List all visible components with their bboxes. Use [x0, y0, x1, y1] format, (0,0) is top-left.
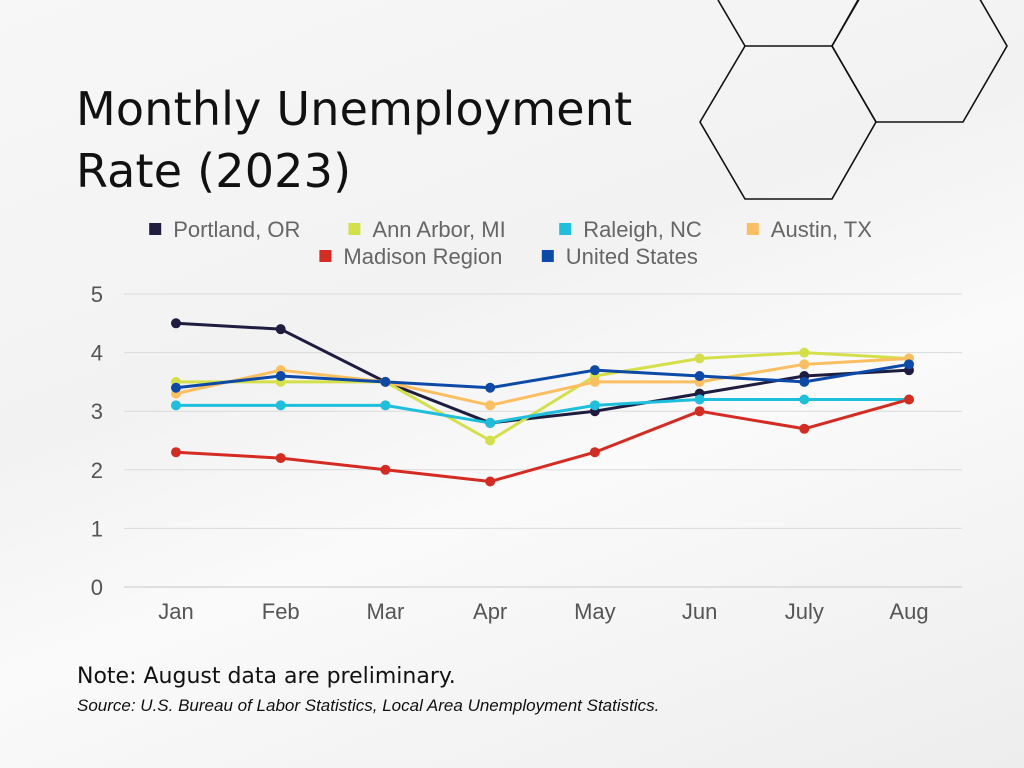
legend-swatch [149, 223, 162, 235]
y-tick-label: 1 [91, 516, 103, 541]
series-line [175, 356, 910, 407]
data-point [799, 359, 810, 370]
y-tick-label: 2 [91, 458, 103, 483]
legend-swatch [348, 223, 361, 235]
x-tick-label: Jun [682, 599, 717, 624]
data-point [275, 400, 286, 411]
data-point [799, 423, 810, 434]
legend-label: Ann Arbor, MI [372, 217, 505, 242]
y-axis: 0 1 2 3 4 5 [91, 282, 103, 600]
data-point [380, 400, 391, 411]
data-point [904, 359, 914, 370]
data-point [485, 435, 496, 446]
legend-swatch [746, 223, 759, 235]
x-tick-label: May [574, 599, 616, 624]
data-point [904, 394, 914, 405]
x-tick-label: Feb [262, 599, 300, 624]
x-tick-label: Jan [158, 599, 193, 624]
data-point [694, 353, 705, 364]
legend: Portland, OR Ann Arbor, MI Raleigh, NC Aust… [149, 217, 872, 269]
x-tick-label: Aug [889, 599, 928, 624]
y-tick-label: 4 [91, 341, 103, 366]
x-tick-label: July [785, 599, 824, 624]
data-point [485, 382, 496, 393]
chart-title: Monthly Unemployment Rate (2023) [76, 78, 676, 202]
y-tick-label: 3 [91, 399, 103, 424]
data-point [589, 400, 600, 411]
data-point [589, 376, 600, 387]
chart-title-line-1: Monthly Unemployment [76, 82, 633, 136]
data-point [485, 417, 496, 428]
legend-label: Madison Region [343, 244, 502, 269]
y-tick-label: 5 [91, 282, 103, 307]
data-point [275, 371, 286, 382]
line-chart: Portland, OR Ann Arbor, MI Raleigh, NC Aust… [91, 217, 962, 624]
series-line [175, 362, 910, 390]
data-point [799, 347, 810, 358]
legend-label: Portland, OR [173, 217, 300, 242]
series-line [176, 351, 910, 442]
data-point [171, 447, 181, 458]
legend-label: Austin, TX [771, 217, 872, 242]
data-point [275, 324, 286, 335]
data-point [694, 394, 705, 405]
x-tick-label: Mar [366, 599, 404, 624]
source-text: Source: U.S. Bureau of Labor Statistics,… [77, 696, 660, 715]
series-lines [175, 321, 910, 484]
series-line [176, 397, 909, 425]
data-point [171, 318, 181, 329]
note-text: Note: August data are preliminary. [77, 664, 456, 689]
data-point [380, 376, 391, 387]
chart-title-line-2: Rate (2023) [76, 144, 352, 198]
legend-label: Raleigh, NC [583, 217, 702, 242]
data-point [589, 447, 600, 458]
data-point [171, 400, 181, 411]
legend-swatch [541, 250, 554, 262]
data-point [694, 406, 705, 417]
data-point [799, 376, 810, 387]
x-axis: Jan Feb Mar Apr May Jun July Aug [158, 599, 928, 624]
legend-swatch [319, 250, 332, 262]
series-line [175, 398, 910, 484]
data-point [589, 365, 600, 376]
data-point [380, 464, 391, 475]
legend-label: United States [566, 244, 698, 269]
series-points [171, 318, 914, 487]
y-tick-label: 0 [91, 575, 103, 600]
data-point [799, 394, 810, 405]
grid [124, 293, 962, 588]
legend-swatch [559, 223, 572, 235]
data-point [485, 476, 496, 487]
hexagon-decoration [699, 0, 1008, 200]
data-point [694, 371, 705, 382]
data-point [485, 400, 496, 411]
data-point [171, 382, 181, 393]
x-tick-label: Apr [473, 599, 507, 624]
series-line [175, 321, 910, 425]
data-point [275, 453, 286, 464]
